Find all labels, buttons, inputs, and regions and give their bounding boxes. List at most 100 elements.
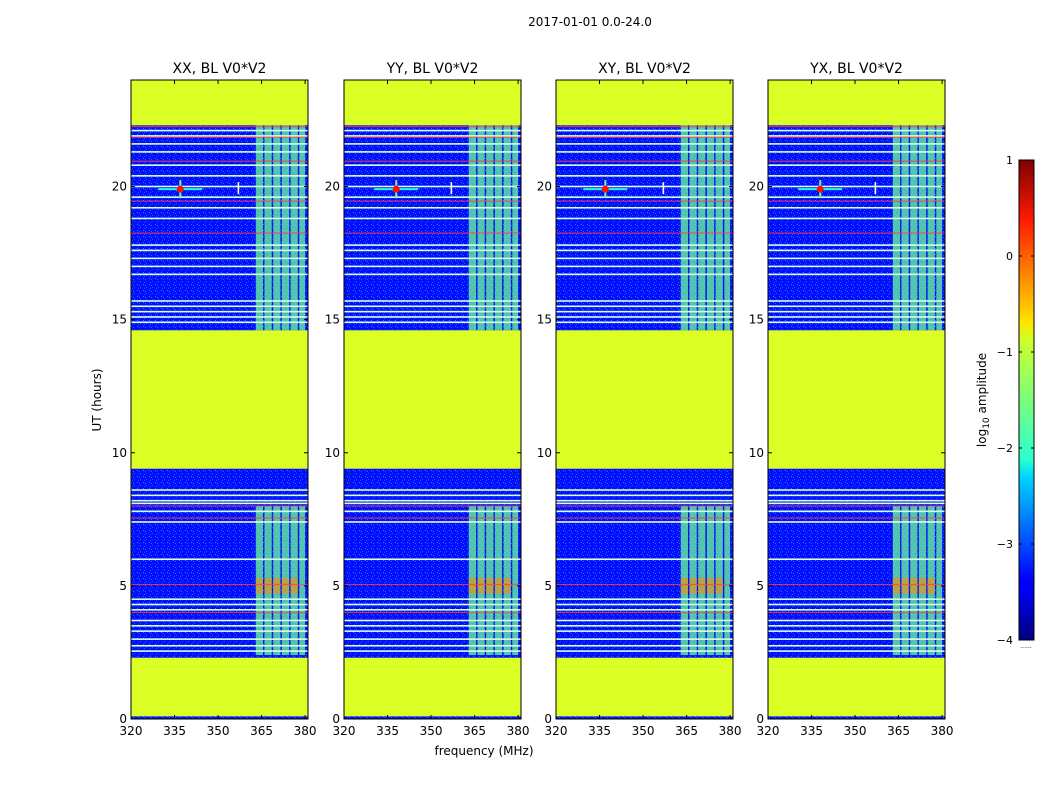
rfi-hot-spot <box>715 577 723 594</box>
rfi-band <box>892 125 901 331</box>
y-tick-label: 20 <box>112 180 127 194</box>
rfi-band <box>255 125 264 331</box>
bright-row <box>344 207 521 209</box>
x-tick-label: 320 <box>757 724 780 738</box>
bright-row <box>768 143 945 145</box>
bright-row <box>768 521 945 523</box>
red-row <box>131 136 308 138</box>
bright-row <box>131 558 308 561</box>
bright-row <box>344 305 521 308</box>
y-tick-label: 20 <box>749 180 764 194</box>
y-tick-label: 10 <box>325 446 340 460</box>
rfi-hot-spot <box>273 577 281 594</box>
red-row <box>556 517 733 519</box>
red-row <box>556 125 733 128</box>
bright-row <box>344 650 521 652</box>
red-row <box>768 517 945 519</box>
bright-row <box>131 310 308 313</box>
bright-row <box>344 609 521 611</box>
red-row <box>131 200 308 202</box>
colorbar-tick-label: 0 <box>1006 250 1013 263</box>
secondary-spike <box>662 182 665 195</box>
bright-row <box>131 630 308 632</box>
x-tick-label: 320 <box>545 724 568 738</box>
bright-row <box>556 521 733 523</box>
bright-row <box>344 185 521 188</box>
bright-row <box>556 650 733 652</box>
bright-row <box>556 510 733 513</box>
bright-row <box>556 129 733 132</box>
secondary-spike <box>874 182 877 195</box>
x-tick-label: 350 <box>632 724 655 738</box>
bright-row <box>344 244 521 246</box>
rfi-hot-spot <box>698 577 706 594</box>
rfi-hot-spot <box>680 577 689 594</box>
red-row <box>344 505 521 507</box>
rfi-hot-spot <box>255 577 264 594</box>
bright-row <box>344 510 521 513</box>
panel-title: YX, BL V0*V2 <box>809 61 903 77</box>
bright-row <box>556 273 733 276</box>
rfi-band <box>273 125 281 331</box>
bright-row <box>556 619 733 622</box>
y-tick-label: 15 <box>749 313 764 327</box>
bright-row <box>131 650 308 652</box>
bright-row <box>131 521 308 523</box>
bright-row <box>131 598 308 600</box>
red-row <box>768 583 945 586</box>
red-row <box>344 136 521 138</box>
bright-row <box>556 310 733 313</box>
bright-row <box>768 135 945 137</box>
flagged-region <box>556 330 733 469</box>
bright-row <box>556 321 733 324</box>
y-tick-label: 15 <box>537 313 552 327</box>
bright-row <box>131 273 308 276</box>
x-tick-label: 365 <box>675 724 698 738</box>
bright-row <box>556 175 733 177</box>
red-row <box>344 125 521 128</box>
bright-row <box>768 316 945 318</box>
bright-row <box>768 603 945 606</box>
bright-row <box>344 638 521 640</box>
x-tick-label: 380 <box>294 724 317 738</box>
bright-row <box>768 598 945 600</box>
bright-row <box>131 175 308 177</box>
panel-title: XY, BL V0*V2 <box>598 61 691 77</box>
bright-row <box>131 619 308 622</box>
y-tick-label: 15 <box>112 313 127 327</box>
rfi-hot-spot <box>503 577 511 594</box>
rfi-band <box>918 125 927 331</box>
bright-row <box>556 305 733 308</box>
red-row <box>768 160 945 162</box>
bright-row <box>344 135 521 137</box>
bright-row <box>556 638 733 640</box>
bright-row <box>768 625 945 627</box>
bright-row <box>344 558 521 561</box>
bright-row <box>768 650 945 652</box>
rfi-band <box>680 125 689 331</box>
bright-row <box>131 625 308 627</box>
y-tick-label: 15 <box>325 313 340 327</box>
rfi-band <box>299 506 306 656</box>
red-row <box>768 505 945 507</box>
red-row <box>131 611 308 614</box>
bright-row <box>131 489 308 491</box>
burst-peak <box>601 185 609 193</box>
bright-row <box>131 603 308 606</box>
x-tick-label: 335 <box>588 724 611 738</box>
x-tick-label: 365 <box>463 724 486 738</box>
rfi-band <box>486 125 494 331</box>
bright-row <box>556 185 733 188</box>
bright-row <box>344 603 521 606</box>
flagged-region <box>556 80 733 126</box>
bright-row <box>556 489 733 491</box>
rfi-hot-spot <box>901 577 909 594</box>
panel-1: YY, BL V0*V2 320 335 350 365 380 0 5 10 15 20 <box>325 61 530 738</box>
red-row <box>131 160 308 162</box>
panel-frame <box>767 79 946 720</box>
x-tick-label: 350 <box>844 724 867 738</box>
colorbar-gradient <box>1018 159 1035 641</box>
bright-row <box>344 143 521 145</box>
red-row <box>344 200 521 202</box>
rfi-band <box>715 125 723 331</box>
